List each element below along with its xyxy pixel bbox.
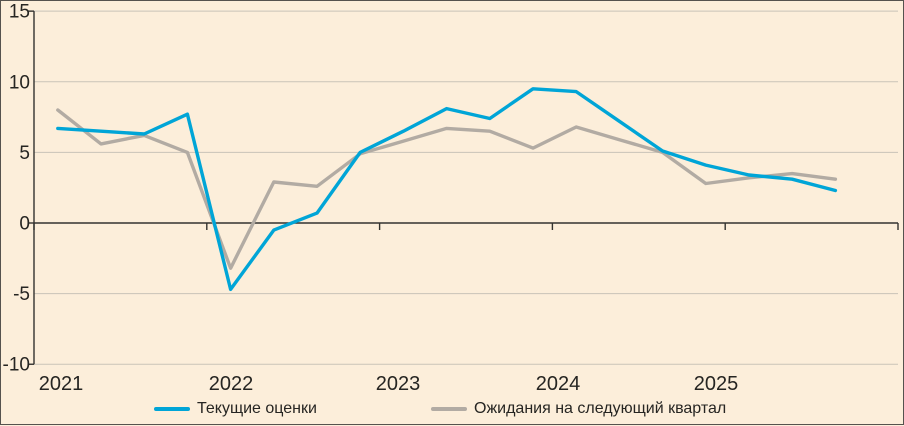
x-axis-label: 2023 <box>376 373 421 395</box>
legend-label-expectations: Ожидания на следующий квартал <box>474 400 727 417</box>
series-expectations-line <box>56 108 838 270</box>
legend-item-expectations: Ожидания на следующий квартал <box>431 397 726 421</box>
x-axis-label: 2022 <box>209 373 254 395</box>
y-axis-label: 5 <box>19 143 30 164</box>
x-axis-label: 2025 <box>694 373 739 395</box>
x-axis-label: 2024 <box>536 373 581 395</box>
legend-line-swatch-expectations <box>431 407 467 411</box>
y-axis-label: 15 <box>9 2 30 23</box>
y-axis-label: 10 <box>9 72 30 93</box>
legend-item-current: Текущие оценки <box>154 397 317 421</box>
y-axis-label: 0 <box>19 214 30 235</box>
legend-label-current: Текущие оценки <box>197 400 317 417</box>
legend-line-swatch-current <box>154 407 190 411</box>
chart-legend: Текущие оценки Ожидания на следующий ква… <box>1 397 904 423</box>
x-axis-label: 2021 <box>39 373 84 395</box>
series-current-line <box>56 87 838 292</box>
y-axis-label: -5 <box>13 284 30 305</box>
y-axis-label: -10 <box>3 355 30 376</box>
